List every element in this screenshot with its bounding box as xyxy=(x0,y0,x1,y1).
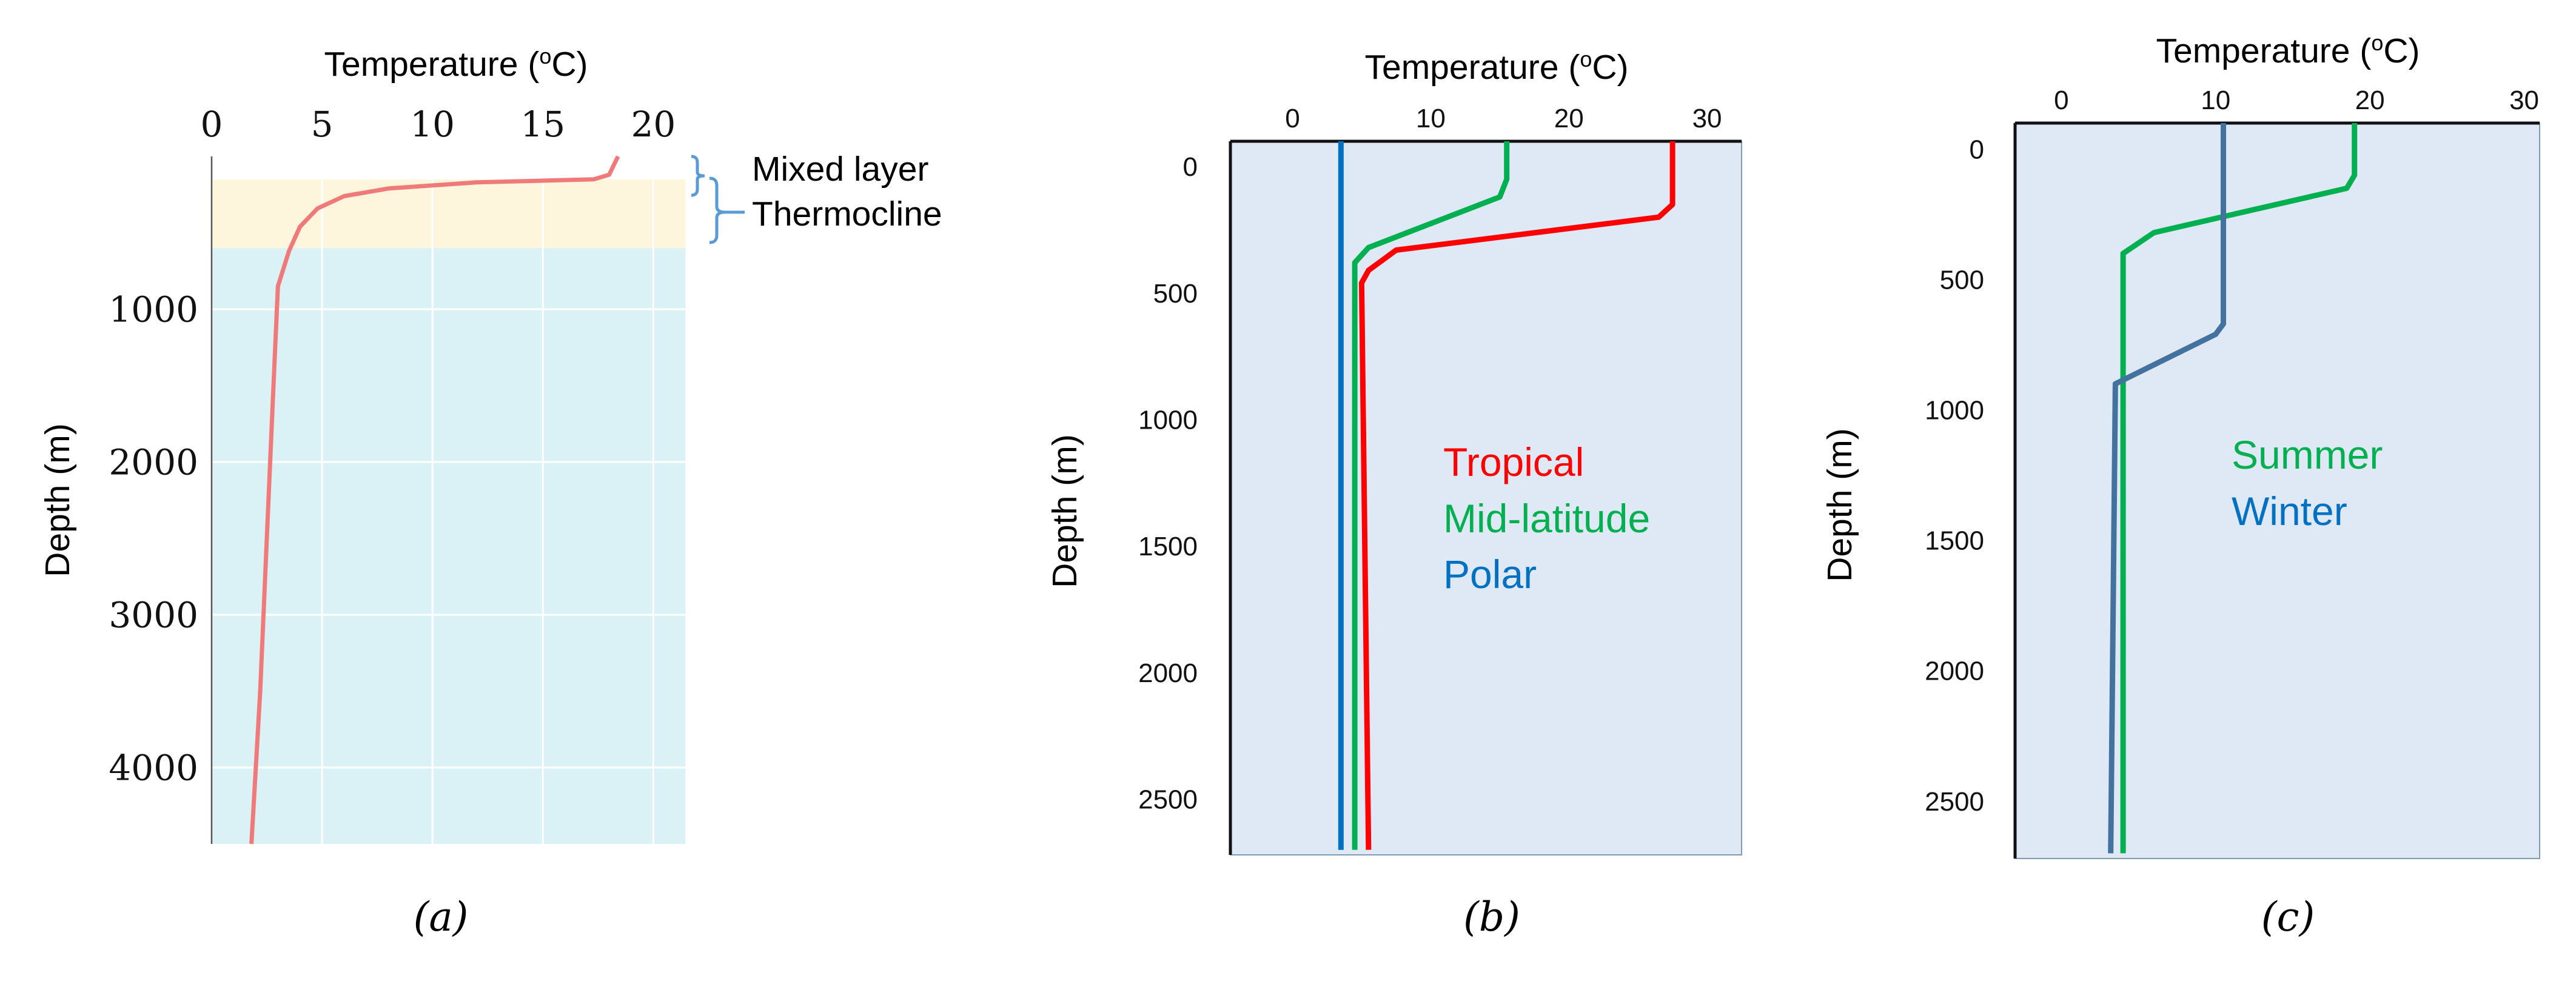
y-axis-title: Depth (m) xyxy=(38,423,77,577)
legend: Summer Winter xyxy=(2232,432,2383,534)
y-tick-label: 2500 xyxy=(1925,787,1984,817)
legend: Tropical Mid-latitude Polar xyxy=(1443,440,1650,597)
x-tick-label: 30 xyxy=(1692,104,1722,133)
layer-bands xyxy=(212,179,686,844)
y-tick-label: 0 xyxy=(1183,152,1198,182)
grid xyxy=(210,156,688,844)
thermocline-label: Thermocline xyxy=(752,195,942,233)
x-tick-label: 15 xyxy=(520,104,565,145)
panel-caption-a: (a) xyxy=(414,894,469,940)
panel-a: Temperature (oC) 0 5 10 15 20 1000 2000 3000 400… xyxy=(38,44,942,940)
legend-item-tropical: Tropical xyxy=(1443,440,1584,484)
x-tick-label: 20 xyxy=(2355,85,2385,115)
x-tick-label: 0 xyxy=(201,104,223,145)
layer-band-series xyxy=(212,248,686,844)
x-tick-label: 10 xyxy=(1416,104,1446,133)
data-lines xyxy=(2108,123,2358,854)
series-line-temperature-profile xyxy=(249,155,620,845)
layer-band-thermocline xyxy=(212,179,686,249)
legend-item-polar: Polar xyxy=(1443,552,1537,597)
thermocline-brace xyxy=(709,176,726,244)
y-tick-label: 1000 xyxy=(1925,396,1984,426)
plot-background xyxy=(2014,122,2540,859)
panel-caption-c: (c) xyxy=(2261,894,2315,940)
x-tick-label: 10 xyxy=(410,104,455,145)
y-tick-label: 1000 xyxy=(109,289,198,330)
y-tick-label: 2500 xyxy=(1138,785,1198,815)
series-line-mid-latitude xyxy=(1352,141,1510,850)
mixed-layer-brace xyxy=(691,155,705,197)
panel-b: Temperature (oC) 0 10 20 30 0 500 1000 1500 2000… xyxy=(1045,47,1742,940)
y-tick-label: 2000 xyxy=(109,441,198,483)
y-tick-label: 500 xyxy=(1940,265,1984,295)
y-tick-label: 2000 xyxy=(1925,657,1984,686)
x-tick-label: 0 xyxy=(2054,85,2068,115)
x-axis-title: Temperature (oC) xyxy=(1365,47,1629,87)
y-tick-label: 1500 xyxy=(1925,526,1984,556)
mixed-layer-label: Mixed layer xyxy=(752,150,928,189)
y-tick-label: 1000 xyxy=(1138,406,1198,435)
series-line-summer xyxy=(2120,123,2358,854)
plot-background xyxy=(1230,141,1742,855)
y-tick-label: 4000 xyxy=(109,747,198,788)
x-axis-title: Temperature (oC) xyxy=(324,44,588,84)
y-tick-label: 500 xyxy=(1153,279,1198,309)
tick-labels: 0 5 10 15 20 1000 2000 3000 4000 xyxy=(109,104,676,788)
y-tick-label: 0 xyxy=(1970,135,1984,164)
data-lines xyxy=(249,155,620,845)
panel-c: Temperature (oC) 0 10 20 30 0 500 1000 1500 2000… xyxy=(1820,30,2540,940)
series-line-winter xyxy=(2108,123,2226,854)
x-tick-label: 10 xyxy=(2201,85,2230,115)
tick-labels: 0 10 20 30 0 500 1000 1500 2000 2500 xyxy=(1925,85,2539,817)
y-tick-label: 1500 xyxy=(1138,532,1198,561)
y-axis-title: Depth (m) xyxy=(1045,434,1084,587)
series-line-tropical xyxy=(1358,141,1675,850)
legend-item-mid-latitude: Mid-latitude xyxy=(1443,496,1650,541)
y-tick-label: 2000 xyxy=(1138,658,1198,688)
x-tick-label: 30 xyxy=(2509,85,2539,115)
x-axis-title: Temperature (oC) xyxy=(2156,30,2420,70)
y-axis-title: Depth (m) xyxy=(1820,428,1859,581)
x-tick-label: 0 xyxy=(1285,104,1300,133)
x-tick-label: 20 xyxy=(631,104,676,145)
tick-labels: 0 10 20 30 0 500 1000 1500 2000 2500 xyxy=(1138,104,1722,815)
data-lines xyxy=(1338,141,1675,850)
y-tick-label: 3000 xyxy=(109,594,198,635)
x-tick-label: 5 xyxy=(311,104,334,145)
panel-caption-b: (b) xyxy=(1463,894,1520,940)
legend-item-summer: Summer xyxy=(2232,432,2383,477)
legend-item-winter: Winter xyxy=(2232,489,2347,534)
x-tick-label: 20 xyxy=(1554,104,1584,133)
